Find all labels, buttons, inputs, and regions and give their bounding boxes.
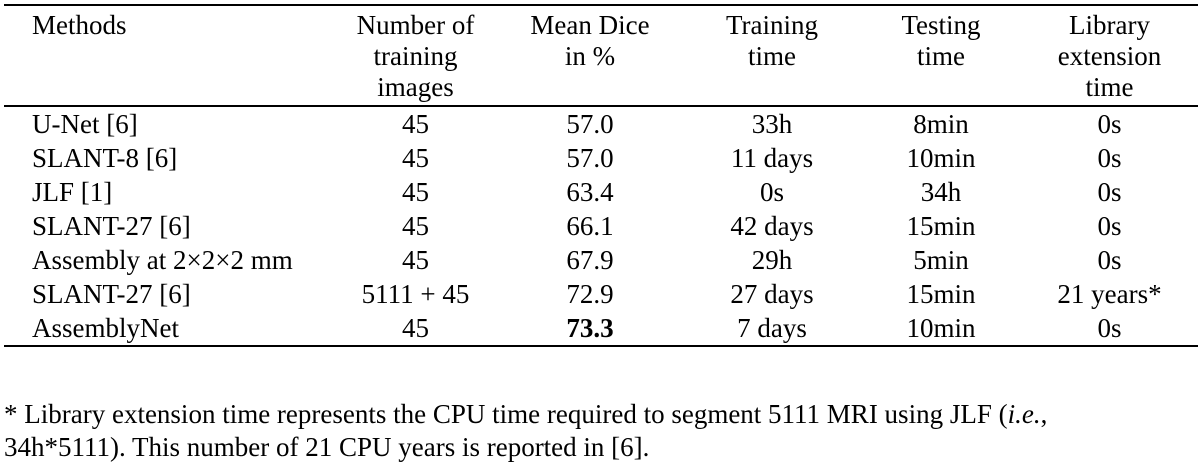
cell-testing-time: 10min [906,143,976,173]
table-row: JLF [1] 45 63.4 0s 34h 0s [4,175,1198,209]
cell-lib-ext-time: 0s [1097,109,1122,139]
cell-mean-dice-best: 73.3 [497,311,683,347]
footnote-line-1: * Library extension time represents the … [4,398,1198,431]
results-table: Methods Number of training images Mean Dic… [4,4,1198,347]
cell-training-time: 42 days [730,211,814,241]
cell-testing-time: 15min [906,211,976,241]
cell-testing-time: 15min [906,279,976,309]
cell-mean-dice: 57.0 [566,143,614,173]
cell-training-time: 33h [751,109,793,139]
cell-method: U-Net [6] [32,109,138,139]
table-header-row: Methods Number of training images Mean Dic… [4,4,1198,107]
cell-num-images: 45 [402,109,429,139]
table-row: U-Net [6] 45 57.0 33h 8min 0s [4,106,1198,141]
table-row: Assembly at 2×2×2 mm 45 67.9 29h 5min 0s [4,243,1198,277]
cell-num-images: 45 [402,177,429,207]
cell-method: Assembly at 2×2×2 mm [32,245,293,275]
cell-training-time: 0s [759,177,784,207]
cell-mean-dice: 67.9 [566,245,614,275]
cell-method: SLANT-27 [6] [32,211,191,241]
table-footnote: * Library extension time represents the … [4,398,1198,464]
cell-lib-ext-time: 21 years* [1057,279,1162,309]
cell-training-time: 11 days [730,143,814,173]
header-training-time: Training time [683,4,861,107]
table-row: SLANT-8 [6] 45 57.0 11 days 10min 0s [4,141,1198,175]
cell-training-time: 29h [751,245,793,275]
cell-method: AssemblyNet [4,311,334,347]
cell-num-images: 45 [402,211,429,241]
cell-method: SLANT-8 [6] [32,143,178,173]
cell-lib-ext-time: 0s [1021,311,1198,347]
cell-mean-dice: 72.9 [566,279,614,309]
header-library-extension-time: Library extension time [1021,4,1198,107]
cell-lib-ext-time: 0s [1097,177,1122,207]
cell-lib-ext-time: 0s [1097,211,1122,241]
footnote-line-2: 34h*5111). This number of 21 CPU years i… [4,432,650,462]
cell-num-images: 45 [334,311,497,347]
footnote-line-1-text: * Library extension time represents the … [4,399,1008,429]
footnote-line-1-end: , [1040,399,1048,429]
cell-method: SLANT-27 [6] [32,279,191,309]
header-mean-dice: Mean Dice in % [497,4,683,107]
cell-mean-dice: 57.0 [566,109,614,139]
cell-num-images: 45 [402,245,429,275]
cell-training-time: 7 days [683,311,861,347]
header-methods: Methods [4,4,334,107]
cell-lib-ext-time: 0s [1097,143,1122,173]
cell-testing-time: 34h [920,177,962,207]
header-num-images: Number of training images [334,4,497,107]
cell-lib-ext-time: 0s [1097,245,1122,275]
cell-method: JLF [1] [32,177,113,207]
cell-testing-time: 8min [913,109,969,139]
cell-training-time: 27 days [730,279,814,309]
cell-testing-time: 5min [913,245,969,275]
table-row: AssemblyNet 45 73.3 7 days 10min 0s [4,311,1198,347]
cell-num-images: 45 [402,143,429,173]
table-row: SLANT-27 [6] 45 66.1 42 days 15min 0s [4,209,1198,243]
header-testing-time: Testing time [861,4,1021,107]
cell-num-images: 5111 + 45 [361,279,470,309]
cell-mean-dice: 63.4 [566,177,614,207]
cell-testing-time: 10min [861,311,1021,347]
table-row: SLANT-27 [6] 5111 + 45 72.9 27 days 15mi… [4,277,1198,311]
cell-mean-dice: 66.1 [566,211,614,241]
footnote-ie: i.e. [1007,399,1041,429]
